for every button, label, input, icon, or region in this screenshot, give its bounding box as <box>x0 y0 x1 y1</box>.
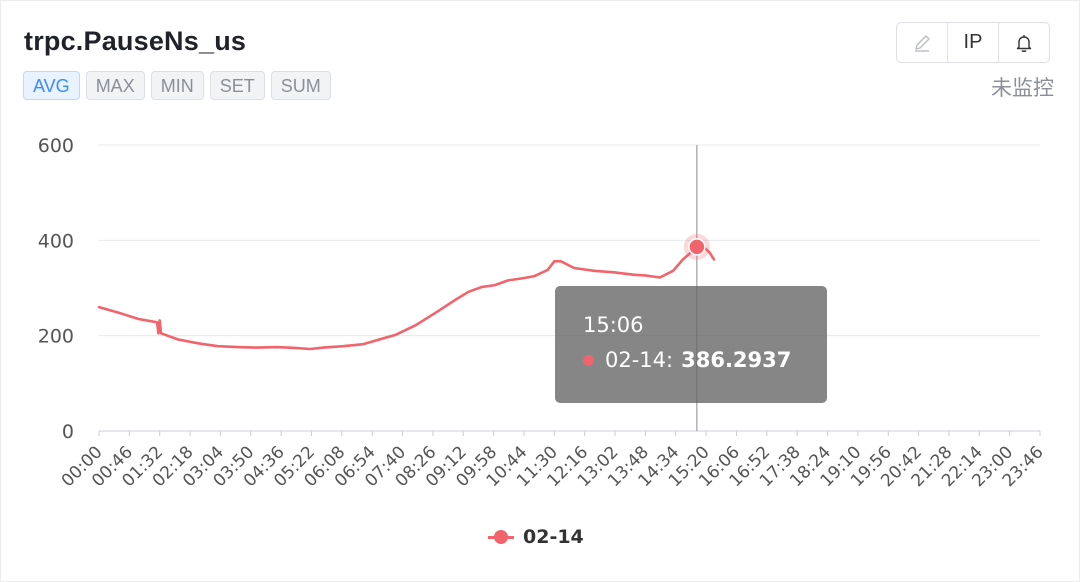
tooltip-series-dot <box>583 354 594 366</box>
legend-item[interactable]: 02-14 <box>488 526 584 548</box>
tooltip-value: 386.2937 <box>681 348 792 372</box>
chart-toolbar: IP <box>896 22 1050 63</box>
tooltip-series-name: 02-14 <box>605 348 667 372</box>
tooltip-time: 15:06 <box>583 313 644 337</box>
y-tick-label: 600 <box>38 135 74 157</box>
tab-min[interactable]: MIN <box>150 71 204 100</box>
pencil-icon <box>915 34 930 52</box>
monitor-status: 未监控 <box>991 77 1054 100</box>
tooltip-row: 02-14: 386.2937 <box>583 348 827 372</box>
ip-button[interactable]: IP <box>947 22 999 63</box>
legend-label: 02-14 <box>523 526 584 548</box>
y-tick-label: 200 <box>38 326 74 348</box>
tab-sum[interactable]: SUM <box>270 71 331 100</box>
bell-icon <box>1016 34 1032 52</box>
highlight-point <box>688 238 706 256</box>
y-tick-label: 0 <box>62 421 74 443</box>
tab-avg[interactable]: AVG <box>23 71 80 100</box>
legend-marker <box>488 530 514 544</box>
ip-button-label: IP <box>963 31 983 53</box>
chart-tooltip: 15:06 02-14: 386.2937 <box>555 286 827 403</box>
tab-max[interactable]: MAX <box>85 71 145 100</box>
tooltip-colon: : <box>666 348 674 372</box>
y-tick-label: 400 <box>38 230 74 252</box>
series-line <box>97 244 716 351</box>
tab-set[interactable]: SET <box>209 71 265 100</box>
alert-button[interactable] <box>998 22 1050 63</box>
aggregation-tabs: AVG MAX MIN SET SUM <box>23 71 331 100</box>
chart-title: trpc.PauseNs_us <box>24 26 247 56</box>
